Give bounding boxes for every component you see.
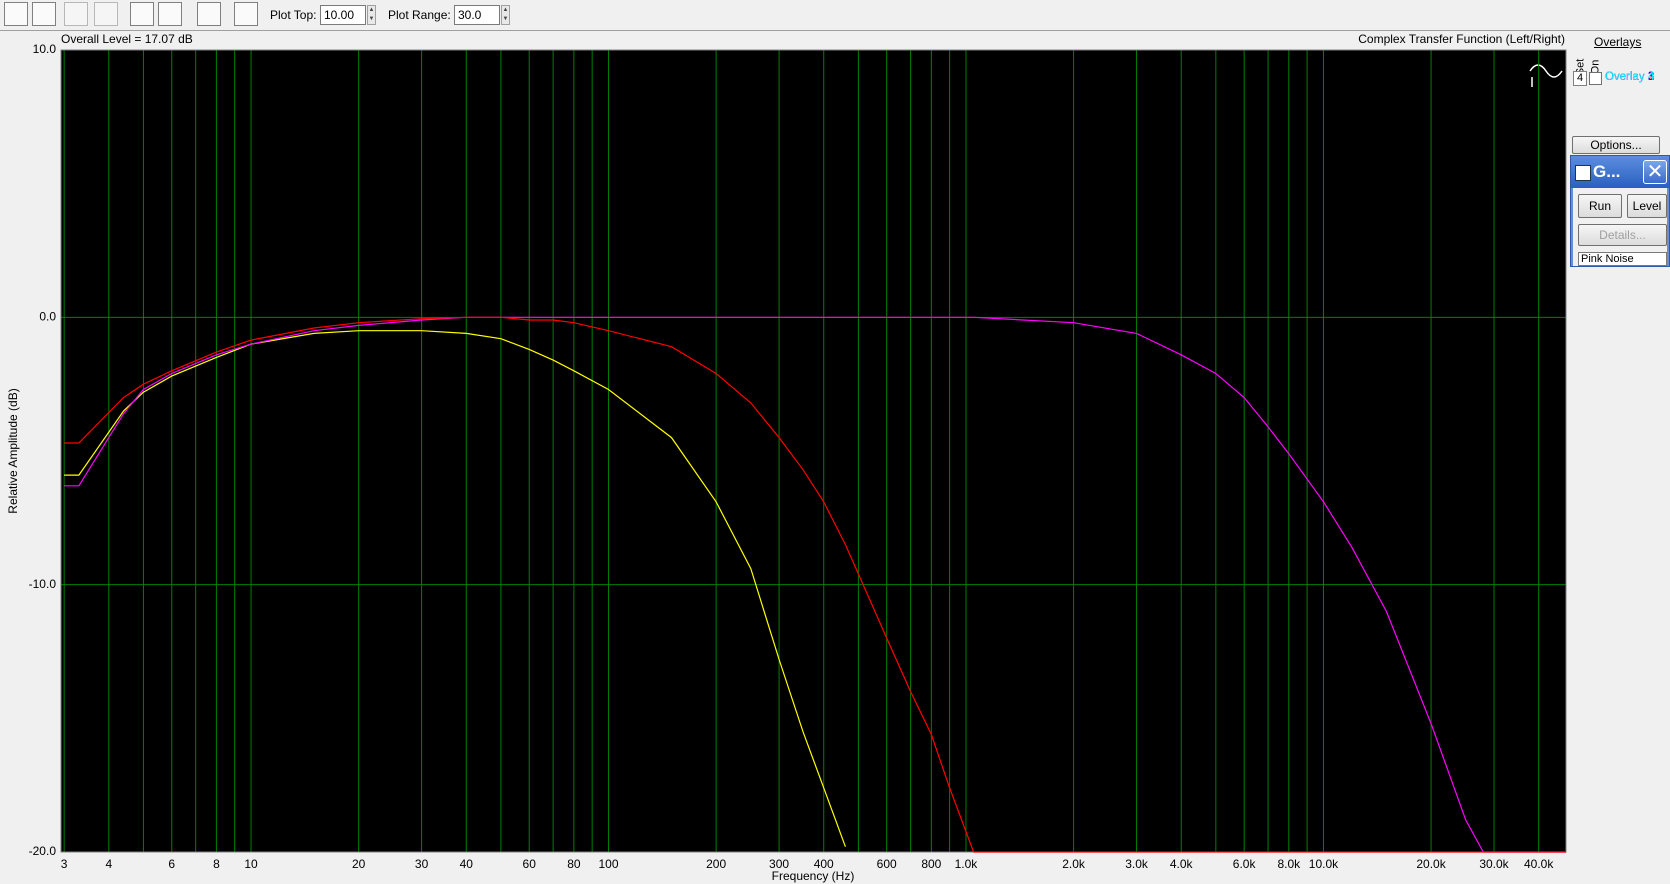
x-tick-label: 8 — [213, 857, 220, 871]
x-tick-label: 10 — [244, 857, 258, 871]
overlay-label: Overlay 4 — [1605, 71, 1655, 83]
x-tick-label: 80 — [567, 857, 581, 871]
options-button[interactable]: Options... — [1572, 136, 1660, 154]
run-button[interactable]: Run — [1578, 194, 1622, 218]
set-number[interactable]: 4 — [1573, 71, 1587, 86]
x-tick-label: 10.0k — [1309, 857, 1339, 871]
x-tick-label: 1.0k — [955, 857, 979, 871]
toolbar: Plot Top: 10.00 ▲ ▼ Plot Range: 30.0 ▲ ▼ — [0, 0, 1670, 31]
annotation: Overall Level = 17.07 dB — [61, 32, 193, 46]
plot-range-spinner[interactable]: ▲ ▼ — [501, 5, 510, 25]
plot-frame — [60, 49, 1567, 853]
plot-area — [61, 50, 1566, 852]
y-tick-label: 10.0 — [33, 42, 57, 56]
x-tick-label: 3 — [61, 857, 68, 871]
chart: Overall Level = 17.07 dB Complex Transfe… — [6, 32, 1567, 883]
series-line — [64, 316, 1566, 853]
x-tick-label: 600 — [877, 857, 897, 871]
table-button[interactable] — [197, 2, 221, 26]
zoom-out-button[interactable] — [64, 2, 88, 26]
signal-dropdown[interactable]: Pink Noise — [1578, 252, 1667, 266]
series-line — [64, 316, 1566, 853]
plot-range-input[interactable]: 30.0 — [454, 5, 500, 25]
x-tick-label: 4.0k — [1170, 857, 1194, 871]
x-tick-label: 800 — [921, 857, 941, 871]
x-tick-label: 60 — [523, 857, 537, 871]
x-tick-label: 3.0k — [1125, 857, 1149, 871]
x-tick-label: 40.0k — [1524, 857, 1554, 871]
x-axis-label: Frequency (Hz) — [772, 869, 855, 883]
close-button[interactable]: ✕ — [1643, 160, 1667, 184]
chart-title: Complex Transfer Function (Left/Right) — [1358, 32, 1565, 46]
autoscale-button[interactable] — [234, 2, 258, 26]
plot-range-label: Plot Range: — [388, 8, 451, 22]
plot-top-spinner[interactable]: ▲ ▼ — [367, 5, 376, 25]
line-mode-button[interactable] — [130, 2, 154, 26]
x-tick-label: 300 — [769, 857, 789, 871]
x-tick-label: 6.0k — [1233, 857, 1257, 871]
x-tick-label: 100 — [599, 857, 619, 871]
overlay-label: Overlay 1 — [1605, 71, 1655, 83]
y-tick-label: -10.0 — [29, 577, 57, 591]
bar-mode-button[interactable] — [158, 2, 182, 26]
overlay-label: Overlay 3 — [1605, 71, 1655, 83]
x-tick-label: 2.0k — [1062, 857, 1086, 871]
generator-icon — [1575, 165, 1591, 181]
overlays-title: Overlays — [1594, 35, 1642, 49]
zoom-button[interactable] — [4, 2, 28, 26]
zoom-in-button[interactable] — [32, 2, 56, 26]
y-axis-label: Relative Amplitude (dB) — [6, 388, 20, 513]
y-tick-label: -20.0 — [29, 844, 57, 858]
x-tick-label: 40 — [460, 857, 474, 871]
x-tick-label: 6 — [168, 857, 175, 871]
x-tick-label: 8.0k — [1277, 857, 1301, 871]
side-panel: Overlays Set On 1✓Overlay 12✓Overlay 23O… — [1570, 31, 1670, 884]
x-tick-label: 30 — [415, 857, 429, 871]
details-button[interactable]: Details... — [1578, 224, 1667, 246]
x-tick-label: 4 — [105, 857, 112, 871]
x-tick-label: 200 — [706, 857, 726, 871]
plot-top-label: Plot Top: — [270, 8, 317, 22]
plot-top-input[interactable]: 10.00 — [320, 5, 366, 25]
overlay-label: Overlay 2 — [1605, 71, 1655, 83]
x-tick-label: 20.0k — [1416, 857, 1446, 871]
y-tick-label: 0.0 — [39, 310, 56, 324]
level-button[interactable]: Level — [1627, 194, 1667, 218]
overlay-checkbox[interactable] — [1589, 72, 1602, 85]
series-line — [64, 330, 846, 847]
x-tick-label: 20 — [352, 857, 366, 871]
zoom-full-button[interactable] — [94, 2, 118, 26]
sweep-icon — [1529, 64, 1563, 87]
generator-window: G... ✕ Run Level Details... Pink Noise — [1570, 155, 1670, 267]
generator-title: G... — [1593, 162, 1621, 181]
x-tick-label: 30.0k — [1479, 857, 1509, 871]
x-tick-label: 400 — [814, 857, 834, 871]
